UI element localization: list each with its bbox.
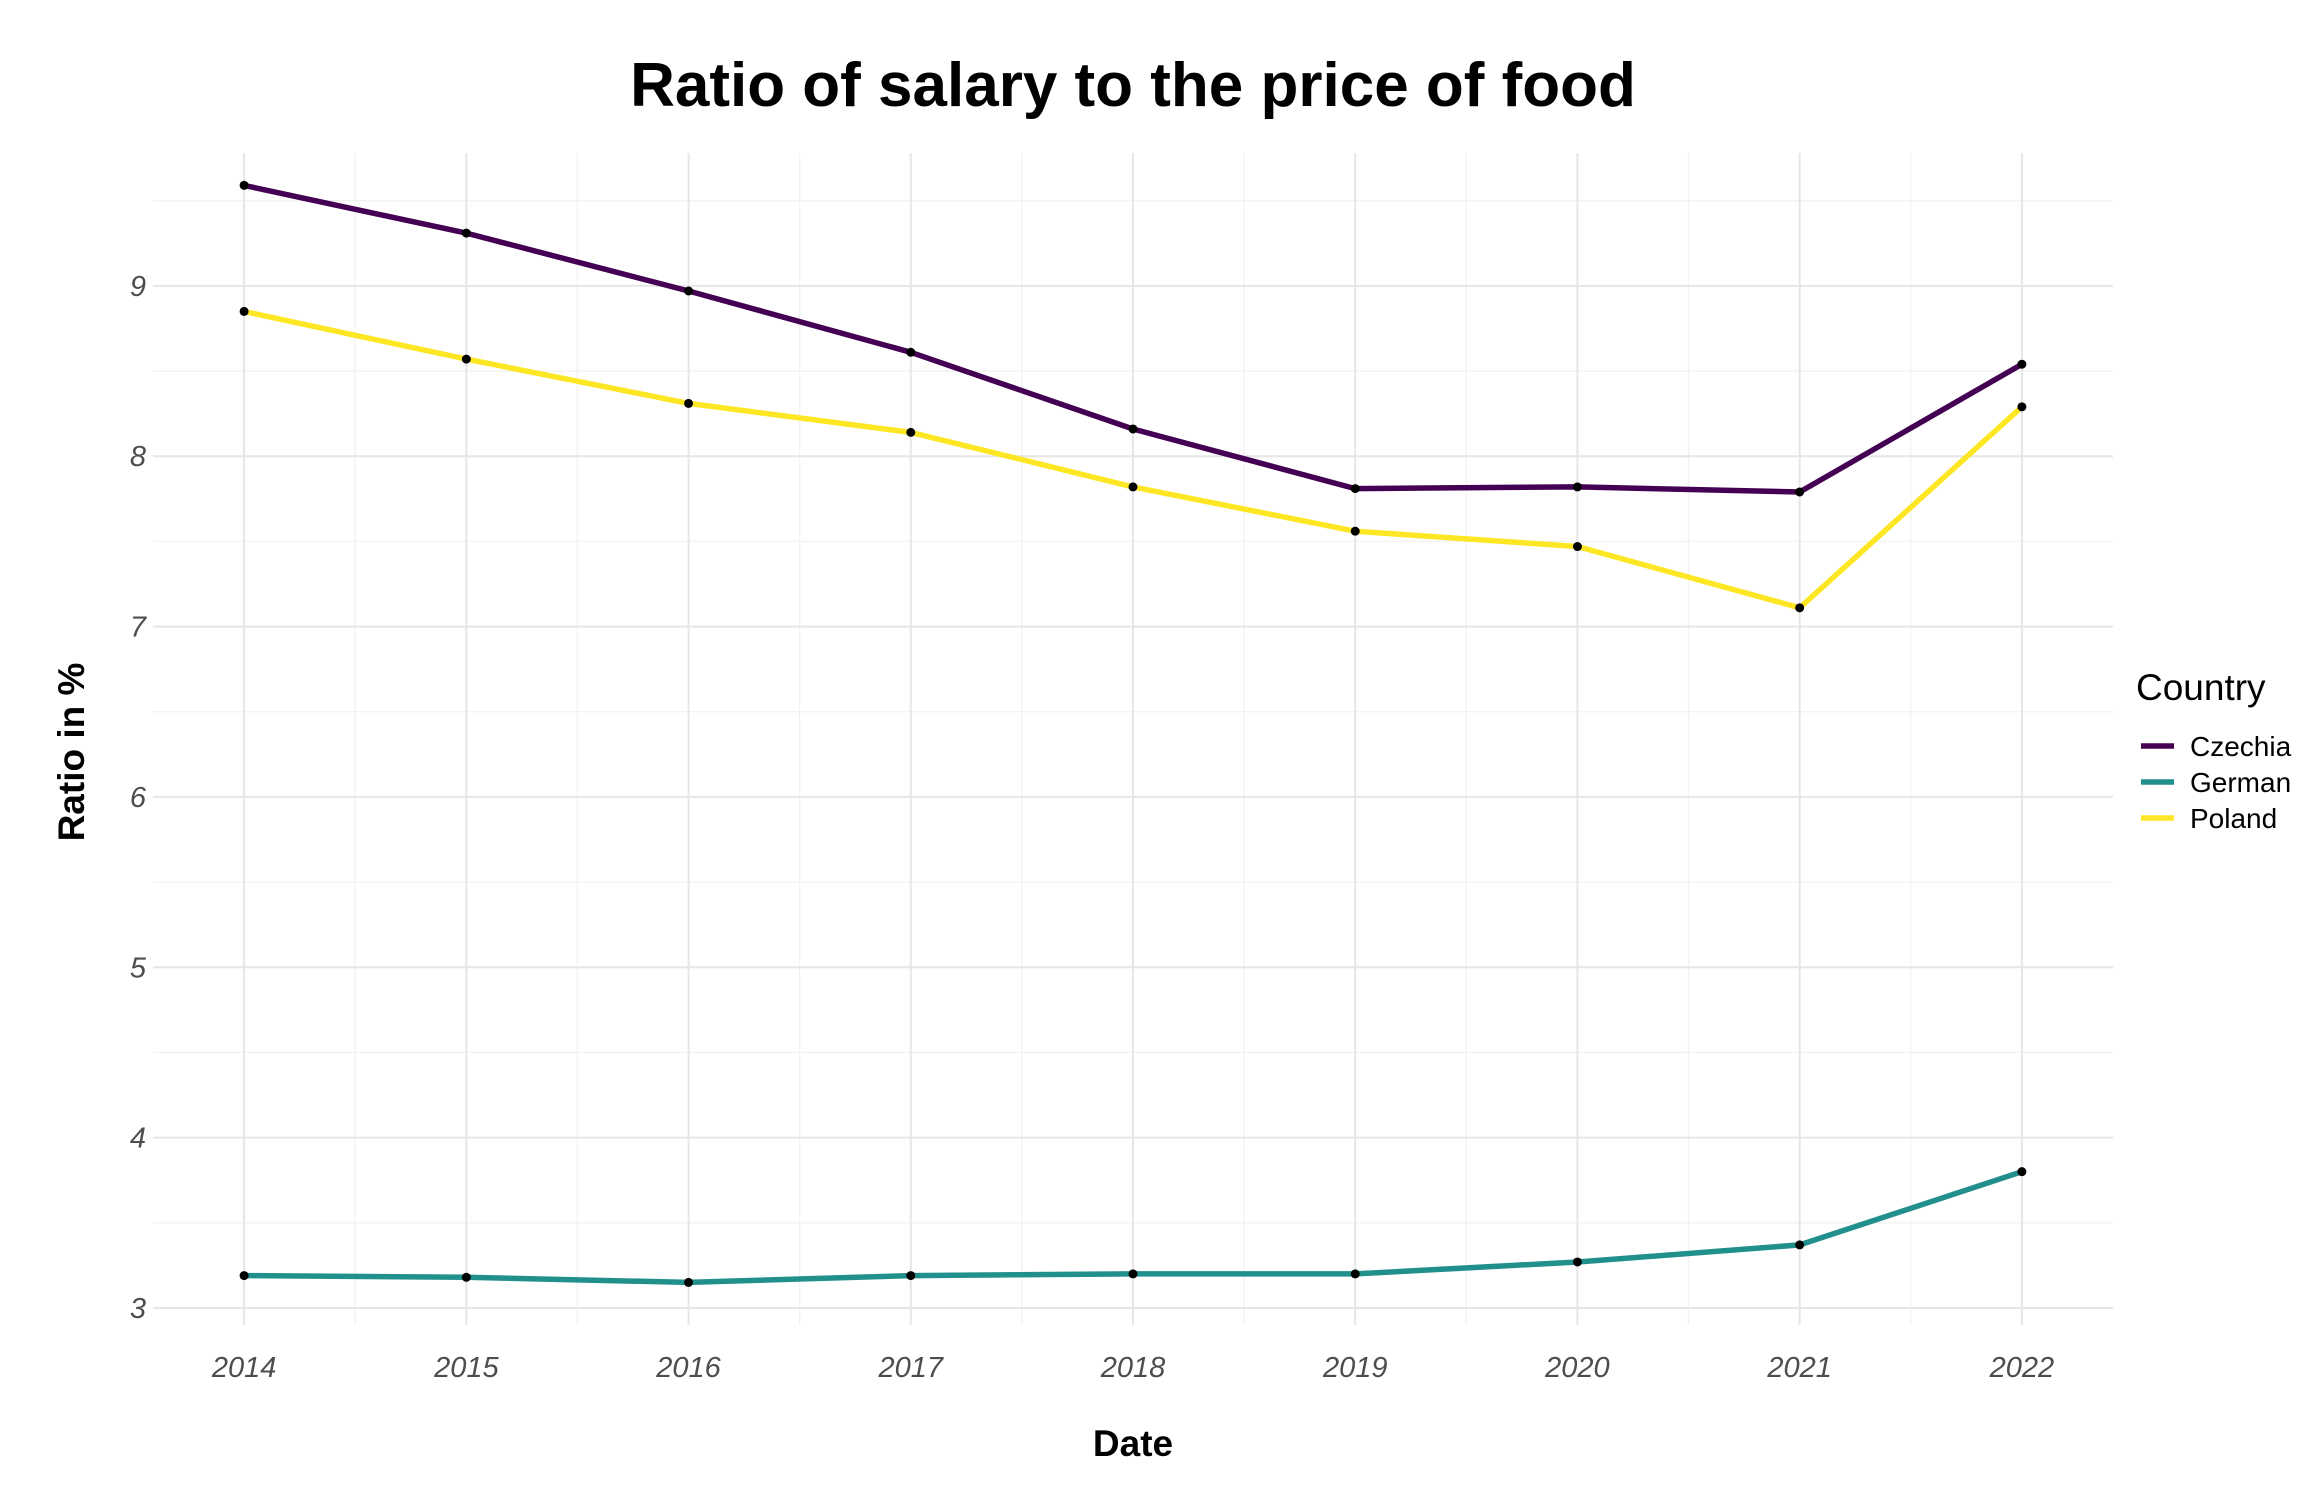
- x-tick-label: 2014: [211, 1352, 277, 1384]
- legend-label-czechia: Czechia: [2190, 731, 2292, 762]
- data-point-czechia: [684, 286, 694, 296]
- x-axis-title: Date: [1093, 1423, 1173, 1464]
- legend-item-poland: Poland: [2141, 803, 2277, 834]
- x-tick-label: 2018: [1100, 1352, 1166, 1384]
- data-point-czechia: [2017, 359, 2027, 369]
- data-point-german: [239, 1271, 249, 1281]
- x-tick-label: 2020: [1544, 1352, 1610, 1384]
- x-tick-label: 2017: [878, 1352, 945, 1384]
- x-axis-ticks: 2014 2015 2016 2017 2018 2019 2020 2021 2022: [211, 1352, 2054, 1384]
- data-point-czechia: [1128, 424, 1138, 434]
- data-point-german: [906, 1271, 916, 1281]
- data-point-poland: [461, 354, 471, 364]
- data-point-czechia: [906, 347, 916, 357]
- data-point-poland: [1572, 542, 1582, 552]
- y-tick-label: 5: [130, 952, 147, 984]
- data-point-czechia: [239, 180, 249, 190]
- x-tick-label: 2021: [1766, 1352, 1832, 1384]
- data-point-german: [1350, 1269, 1360, 1279]
- y-tick-label: 4: [130, 1123, 146, 1155]
- x-tick-label: 2022: [1989, 1352, 2055, 1384]
- legend-label-german: German: [2190, 767, 2291, 798]
- data-point-german: [1128, 1269, 1138, 1279]
- legend-item-german: German: [2141, 767, 2291, 798]
- data-point-german: [684, 1277, 694, 1287]
- y-axis-title: Ratio in %: [51, 663, 92, 842]
- data-point-czechia: [1795, 487, 1805, 497]
- legend-title: Country: [2136, 667, 2266, 708]
- legend-item-czechia: Czechia: [2141, 731, 2292, 762]
- y-tick-label: 9: [130, 271, 146, 303]
- legend-label-poland: Poland: [2190, 803, 2277, 834]
- data-point-german: [461, 1272, 471, 1282]
- y-axis-ticks: 3 4 5 6 7 8 9: [130, 271, 148, 1325]
- data-point-czechia: [1350, 484, 1360, 494]
- data-point-poland: [1350, 526, 1360, 536]
- y-tick-label: 8: [130, 441, 146, 473]
- data-points: [239, 180, 2027, 1287]
- data-point-poland: [239, 306, 249, 316]
- legend: Country Czechia German Poland: [2136, 667, 2292, 834]
- x-tick-label: 2019: [1322, 1352, 1388, 1384]
- data-point-poland: [684, 398, 694, 408]
- data-point-german: [2017, 1167, 2027, 1177]
- legend-items: Czechia German Poland: [2141, 731, 2292, 834]
- data-point-czechia: [461, 228, 471, 238]
- data-point-poland: [1795, 603, 1805, 613]
- data-point-czechia: [1572, 482, 1582, 492]
- data-point-german: [1572, 1257, 1582, 1267]
- x-tick-label: 2016: [655, 1352, 721, 1384]
- grid-lines: [153, 153, 2113, 1325]
- y-tick-label: 7: [130, 612, 148, 644]
- y-tick-label: 6: [130, 782, 147, 814]
- chart-title: Ratio of salary to the price of food: [630, 51, 1636, 120]
- data-point-poland: [2017, 402, 2027, 412]
- data-point-german: [1795, 1240, 1805, 1250]
- data-point-poland: [906, 427, 916, 437]
- x-tick-label: 2015: [433, 1352, 499, 1384]
- data-point-poland: [1128, 482, 1138, 492]
- y-tick-label: 3: [130, 1293, 146, 1325]
